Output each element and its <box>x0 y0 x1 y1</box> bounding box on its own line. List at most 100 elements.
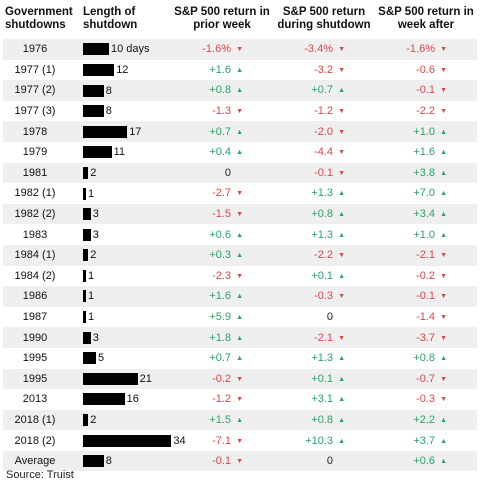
return-after-value: -1.6% <box>406 43 435 56</box>
return-during-value: -4.4 <box>314 146 333 159</box>
length-value: 3 <box>92 228 99 241</box>
table-row: 1978 17 +0.7 ▲ -2.0 ▼ +1.0 ▲ <box>3 121 477 142</box>
return-prior-cell: -1.5 ▼ <box>171 203 273 225</box>
shutdown-length-cell: 1 <box>67 306 171 328</box>
shutdown-label: 1987 <box>3 306 67 328</box>
return-during-cell: -3.4% ▼ <box>273 39 375 60</box>
shutdown-label: 1977 (2) <box>3 80 67 101</box>
return-prior-cell: +0.4 ▲ <box>171 141 273 163</box>
column-header-prior-week: S&P 500 return in prior week <box>174 6 270 31</box>
table-row: 1984 (2) 1 -2.3 ▼ +0.1 ▲ -0.2 ▼ <box>3 265 477 287</box>
table-row: 1986 1 +1.6 ▲ -0.3 ▼ -0.1 ▼ <box>3 286 477 307</box>
length-value: 2 <box>90 166 97 179</box>
return-during-cell: -4.4 ▼ <box>273 141 375 163</box>
return-during-value: -2.0 <box>314 125 333 138</box>
return-during-cell: 0 <box>273 450 375 472</box>
shutdown-label: 1984 (1) <box>3 244 67 266</box>
up-triangle-icon: ▲ <box>236 355 243 363</box>
return-prior-value: -7.1 <box>212 434 231 447</box>
return-during-cell: +0.8 ▲ <box>273 203 375 225</box>
up-triangle-icon: ▲ <box>236 87 243 95</box>
return-after-cell: -3.7 ▼ <box>375 327 477 348</box>
return-prior-value: +5.9 <box>209 311 231 324</box>
return-prior-value: +0.8 <box>209 84 231 97</box>
return-after-cell: -0.7 ▼ <box>375 368 477 390</box>
shutdown-label: 1977 (1) <box>3 59 67 81</box>
return-prior-cell: -1.3 ▼ <box>171 100 273 122</box>
up-triangle-icon: ▲ <box>338 396 345 404</box>
shutdown-label: 1982 (2) <box>3 203 67 225</box>
shutdown-label: 1976 <box>3 39 67 60</box>
down-triangle-icon: ▼ <box>236 437 243 445</box>
down-triangle-icon: ▼ <box>236 190 243 198</box>
return-during-cell: -3.2 ▼ <box>273 59 375 81</box>
return-during-cell: +0.1 ▲ <box>273 368 375 390</box>
up-triangle-icon: ▲ <box>236 334 243 342</box>
table-row: Average 8 -0.1 ▼ 0 +0.6 ▲ <box>3 450 477 472</box>
return-prior-value: -1.3 <box>212 105 231 118</box>
length-value: 34 <box>173 434 186 447</box>
length-value: 5 <box>98 352 105 365</box>
return-during-value: 0 <box>326 455 333 468</box>
return-prior-value: -0.2 <box>212 372 231 385</box>
return-during-cell: -0.1 ▼ <box>273 162 375 184</box>
return-prior-cell: -0.2 ▼ <box>171 368 273 390</box>
return-prior-cell: +0.7 ▲ <box>171 121 273 142</box>
up-triangle-icon: ▲ <box>338 231 345 239</box>
return-during-cell: +10.3 ▲ <box>273 430 375 451</box>
return-prior-value: -1.6% <box>202 43 231 56</box>
shutdown-length-cell: 10 days <box>67 39 171 60</box>
length-value: 2 <box>90 414 97 427</box>
down-triangle-icon: ▼ <box>440 66 447 74</box>
return-after-value: -2.1 <box>416 249 435 262</box>
shutdown-label: 1986 <box>3 286 67 307</box>
length-bar <box>83 372 138 385</box>
down-triangle-icon: ▼ <box>236 46 243 54</box>
shutdown-length-cell: 16 <box>67 389 171 410</box>
down-triangle-icon: ▼ <box>236 375 243 383</box>
up-triangle-icon: ▲ <box>338 211 345 219</box>
length-bar <box>83 63 115 76</box>
shutdown-length-cell: 3 <box>67 203 171 225</box>
return-during-value: +0.1 <box>311 372 333 385</box>
table-row: 1977 (3) 8 -1.3 ▼ -1.2 ▼ -2.2 ▼ <box>3 100 477 122</box>
down-triangle-icon: ▼ <box>440 375 447 383</box>
shutdown-length-cell: 34 <box>67 430 186 451</box>
shutdown-length-cell: 5 <box>67 347 171 369</box>
return-prior-value: -2.3 <box>212 269 231 282</box>
up-triangle-icon: ▲ <box>236 293 243 301</box>
return-during-cell: +1.3 ▲ <box>273 347 375 369</box>
return-during-value: -2.2 <box>314 249 333 262</box>
table-row: 1982 (2) 3 -1.5 ▼ +0.8 ▲ +3.4 ▲ <box>3 203 477 225</box>
return-prior-cell: -0.1 ▼ <box>171 450 273 472</box>
up-triangle-icon: ▲ <box>338 416 345 424</box>
up-triangle-icon: ▲ <box>236 252 243 260</box>
return-after-cell: -0.6 ▼ <box>375 59 477 81</box>
length-bar <box>83 249 89 262</box>
table-row: 1982 (1) 1 -2.7 ▼ +1.3 ▲ +7.0 ▲ <box>3 183 477 204</box>
return-after-value: -0.3 <box>416 393 435 406</box>
return-prior-value: -0.1 <box>212 455 231 468</box>
down-triangle-icon: ▼ <box>440 293 447 301</box>
shutdown-length-cell: 21 <box>67 368 171 390</box>
return-after-cell: +2.2 ▲ <box>375 409 477 431</box>
up-triangle-icon: ▲ <box>440 458 447 466</box>
length-bar <box>83 43 109 56</box>
return-after-cell: -0.1 ▼ <box>375 286 477 307</box>
return-during-value: +0.8 <box>311 208 333 221</box>
length-bar <box>83 455 104 468</box>
down-triangle-icon: ▼ <box>440 396 447 404</box>
down-triangle-icon: ▼ <box>338 66 345 74</box>
shutdown-label: 1979 <box>3 141 67 163</box>
return-during-value: +3.1 <box>311 393 333 406</box>
length-value: 8 <box>105 105 112 118</box>
table-row: 1984 (1) 2 +0.3 ▲ -2.2 ▼ -2.1 ▼ <box>3 244 477 266</box>
return-prior-value: +0.7 <box>209 125 231 138</box>
return-after-cell: +3.8 ▲ <box>375 162 477 184</box>
up-triangle-icon: ▲ <box>338 437 345 445</box>
return-during-cell: -2.2 ▼ <box>273 244 375 266</box>
return-after-value: +1.0 <box>413 228 435 241</box>
return-prior-cell: +1.6 ▲ <box>171 59 273 81</box>
return-during-cell: +0.1 ▲ <box>273 265 375 287</box>
up-triangle-icon: ▲ <box>440 190 447 198</box>
